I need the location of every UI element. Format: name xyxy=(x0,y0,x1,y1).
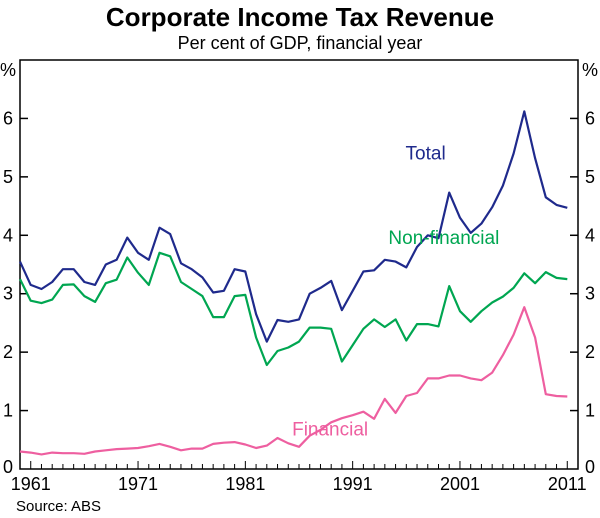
chart-title: Corporate Income Tax Revenue xyxy=(105,2,495,32)
x-tick-label: 1991 xyxy=(333,474,373,494)
y-tick-label-right: 2 xyxy=(585,342,595,362)
y-tick-label-left: 5 xyxy=(3,167,13,187)
series-label-total: Total xyxy=(406,143,446,164)
x-tick-label: 1971 xyxy=(118,474,158,494)
y-unit-right: % xyxy=(582,60,598,80)
y-tick-label-left: 2 xyxy=(3,342,13,362)
y-tick-label-right: 0 xyxy=(585,457,595,477)
chart-subtitle: Per cent of GDP, financial year xyxy=(177,33,423,53)
y-tick-label-right: 5 xyxy=(585,167,595,187)
x-tick-label: 1981 xyxy=(225,474,265,494)
series-line-total xyxy=(19,110,568,343)
y-tick-label-right: 4 xyxy=(585,225,595,245)
y-tick-label-right: 3 xyxy=(585,284,595,304)
series-line-financial xyxy=(19,306,568,456)
y-tick-label-right: 1 xyxy=(585,401,595,421)
series-label-financial: Financial xyxy=(292,420,368,441)
x-tick-label: 1961 xyxy=(11,474,51,494)
y-tick-label-left: 3 xyxy=(3,284,13,304)
x-tick-label: 2001 xyxy=(440,474,480,494)
y-tick-label-right: 6 xyxy=(585,108,595,128)
x-tick-label: 2011 xyxy=(548,474,587,494)
y-unit-left: % xyxy=(0,60,16,80)
y-tick-label-left: 6 xyxy=(3,108,13,128)
y-tick-label-left: 0 xyxy=(3,457,13,477)
y-tick-label-left: 1 xyxy=(3,401,13,421)
series-label-non-financial: Non-financial xyxy=(388,228,499,249)
series-line-non-financial xyxy=(19,251,568,367)
chart-source: Source: ABS xyxy=(16,498,102,515)
y-tick-label-left: 4 xyxy=(3,225,13,245)
plot-frame xyxy=(19,59,579,470)
